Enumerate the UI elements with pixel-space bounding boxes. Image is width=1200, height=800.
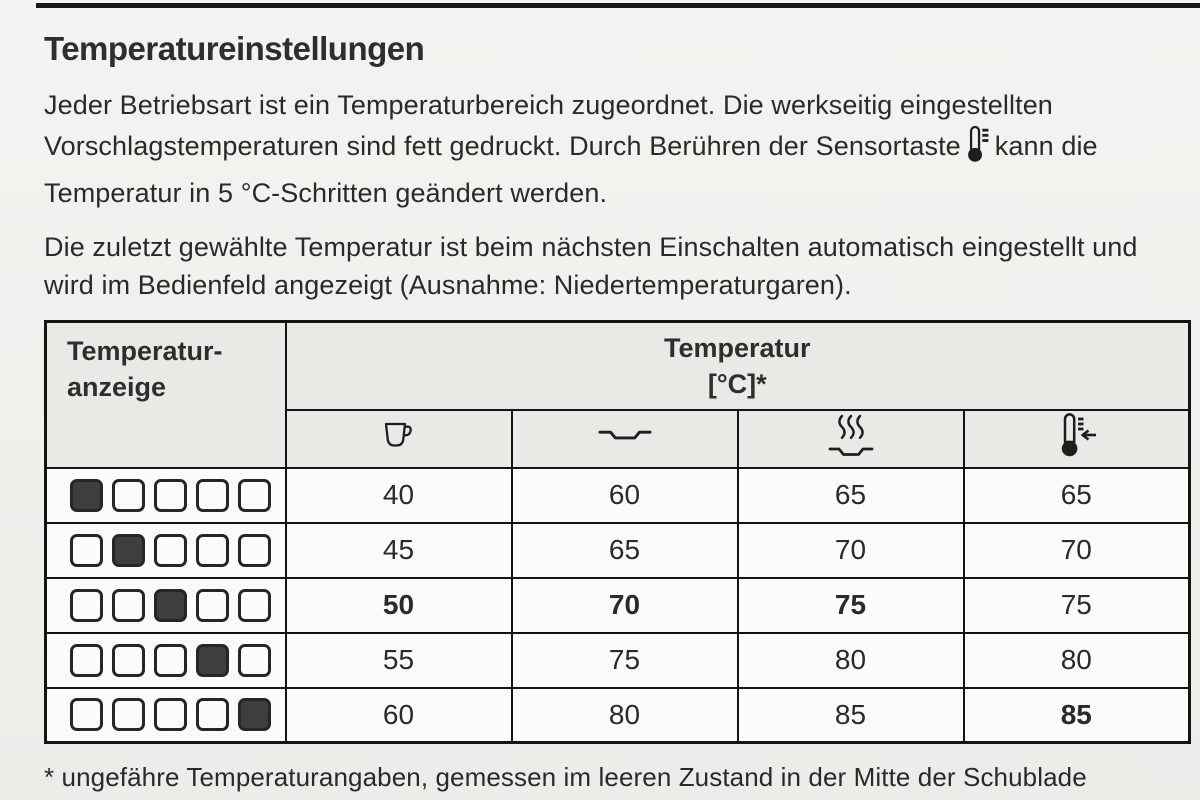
intro-paragraph-text-before: Jeder Betriebsart ist ein Temperaturbere…	[44, 90, 1053, 161]
temp-header-line2: [°C]*	[707, 368, 767, 399]
indicator-segment	[154, 478, 187, 512]
temperature-level-indicator	[44, 686, 287, 744]
temperature-value-cell: 70	[510, 576, 739, 634]
intro-paragraph-text-after: kann die Temperatur in 5 °C-Schritten ge…	[44, 131, 1098, 208]
dish-icon	[597, 430, 652, 440]
temperature-level-indicator	[44, 576, 287, 634]
column-header-cup-warming	[284, 408, 513, 469]
column-header-temperature-display: Temperatur-anzeige	[44, 320, 287, 469]
temperature-value-cell: 70	[962, 521, 1191, 579]
table-row: 45 65 70 70	[44, 521, 1191, 579]
indicator-segment	[112, 698, 145, 732]
temperature-value-cell: 65	[736, 466, 965, 524]
temperature-table: Temperatur-anzeige Temperatur [°C]*	[44, 320, 1192, 744]
corner-header-line1: Temperatur-	[67, 336, 223, 366]
temperature-value-cell: 60	[510, 466, 739, 524]
temperature-level-indicator	[44, 521, 287, 579]
temperature-value-cell: 55	[284, 631, 513, 689]
temperature-value-cell: 45	[284, 521, 513, 579]
indicator-segment	[196, 698, 229, 732]
column-header-temperature: Temperatur [°C]*	[284, 320, 1191, 411]
corner-header-line2: anzeige	[67, 372, 167, 402]
page-title: Temperatureinstellungen	[44, 30, 425, 67]
table-row: 50 70 75 75	[44, 576, 1191, 634]
temperature-value-cell: 65	[962, 466, 1191, 524]
indicator-segment	[196, 588, 229, 622]
indicator-segment	[112, 643, 145, 677]
keep-warm-icon	[828, 414, 873, 456]
temperature-value-cell: 40	[284, 466, 513, 524]
indicator-segment	[238, 698, 271, 732]
temperature-value-cell: 70	[736, 521, 965, 579]
thermometer-arrow-icon	[1062, 413, 1097, 457]
indicator-segment	[154, 698, 187, 732]
indicator-segment	[112, 478, 145, 512]
indicator-segment	[238, 643, 271, 677]
temperature-level-indicator	[44, 631, 287, 689]
indicator-segment	[112, 588, 145, 622]
temp-header-line1: Temperatur	[664, 332, 811, 363]
indicator-segment	[196, 533, 229, 567]
indicator-segment	[154, 643, 187, 677]
column-header-keep-warm	[736, 408, 965, 469]
temperature-value-cell: 50	[284, 576, 513, 634]
indicator-segment	[70, 643, 103, 677]
table-row: 60 80 85 85	[44, 686, 1191, 744]
temperature-value-cell: 85	[736, 686, 965, 744]
indicator-segment	[70, 698, 103, 732]
manual-page: Temperatureinstellungen Jeder Betriebsar…	[44, 30, 1192, 793]
indicator-segment	[196, 478, 229, 512]
temperature-value-cell: 75	[510, 631, 739, 689]
indicator-segment	[238, 588, 271, 622]
table-row: 40 60 65 65	[44, 466, 1191, 524]
temperature-level-indicator	[44, 466, 287, 524]
intro-paragraph: Jeder Betriebsart ist ein Temperaturbere…	[44, 86, 1190, 212]
temperature-value-cell: 85	[962, 686, 1191, 744]
indicator-segment	[154, 588, 187, 622]
temperature-value-cell: 80	[510, 686, 739, 744]
indicator-segment	[70, 588, 103, 622]
temperature-value-cell: 80	[962, 631, 1191, 689]
temperature-value-cell: 60	[284, 686, 513, 744]
page-top-rule	[36, 3, 1200, 8]
sensor-key-thermometer-icon	[965, 124, 991, 174]
indicator-segment	[196, 643, 229, 677]
table-footnote: * ungefähre Temperaturangaben, gemessen …	[44, 762, 1087, 792]
temperature-value-cell: 65	[510, 521, 739, 579]
indicator-segment	[238, 533, 271, 567]
temperature-value-cell: 80	[736, 631, 965, 689]
cup-icon	[384, 422, 412, 447]
temperature-value-cell: 75	[962, 576, 1191, 634]
indicator-segment	[154, 533, 187, 567]
column-header-low-temperature	[962, 408, 1191, 469]
indicator-segment	[70, 533, 103, 567]
indicator-segment	[238, 478, 271, 512]
indicator-segment	[112, 533, 145, 567]
table-row: 55 75 80 80	[44, 631, 1191, 689]
second-paragraph: Die zuletzt gewählte Temperatur ist beim…	[44, 232, 1138, 300]
column-header-dish-warming	[510, 408, 739, 469]
temperature-value-cell: 75	[736, 576, 965, 634]
indicator-segment	[70, 478, 103, 512]
